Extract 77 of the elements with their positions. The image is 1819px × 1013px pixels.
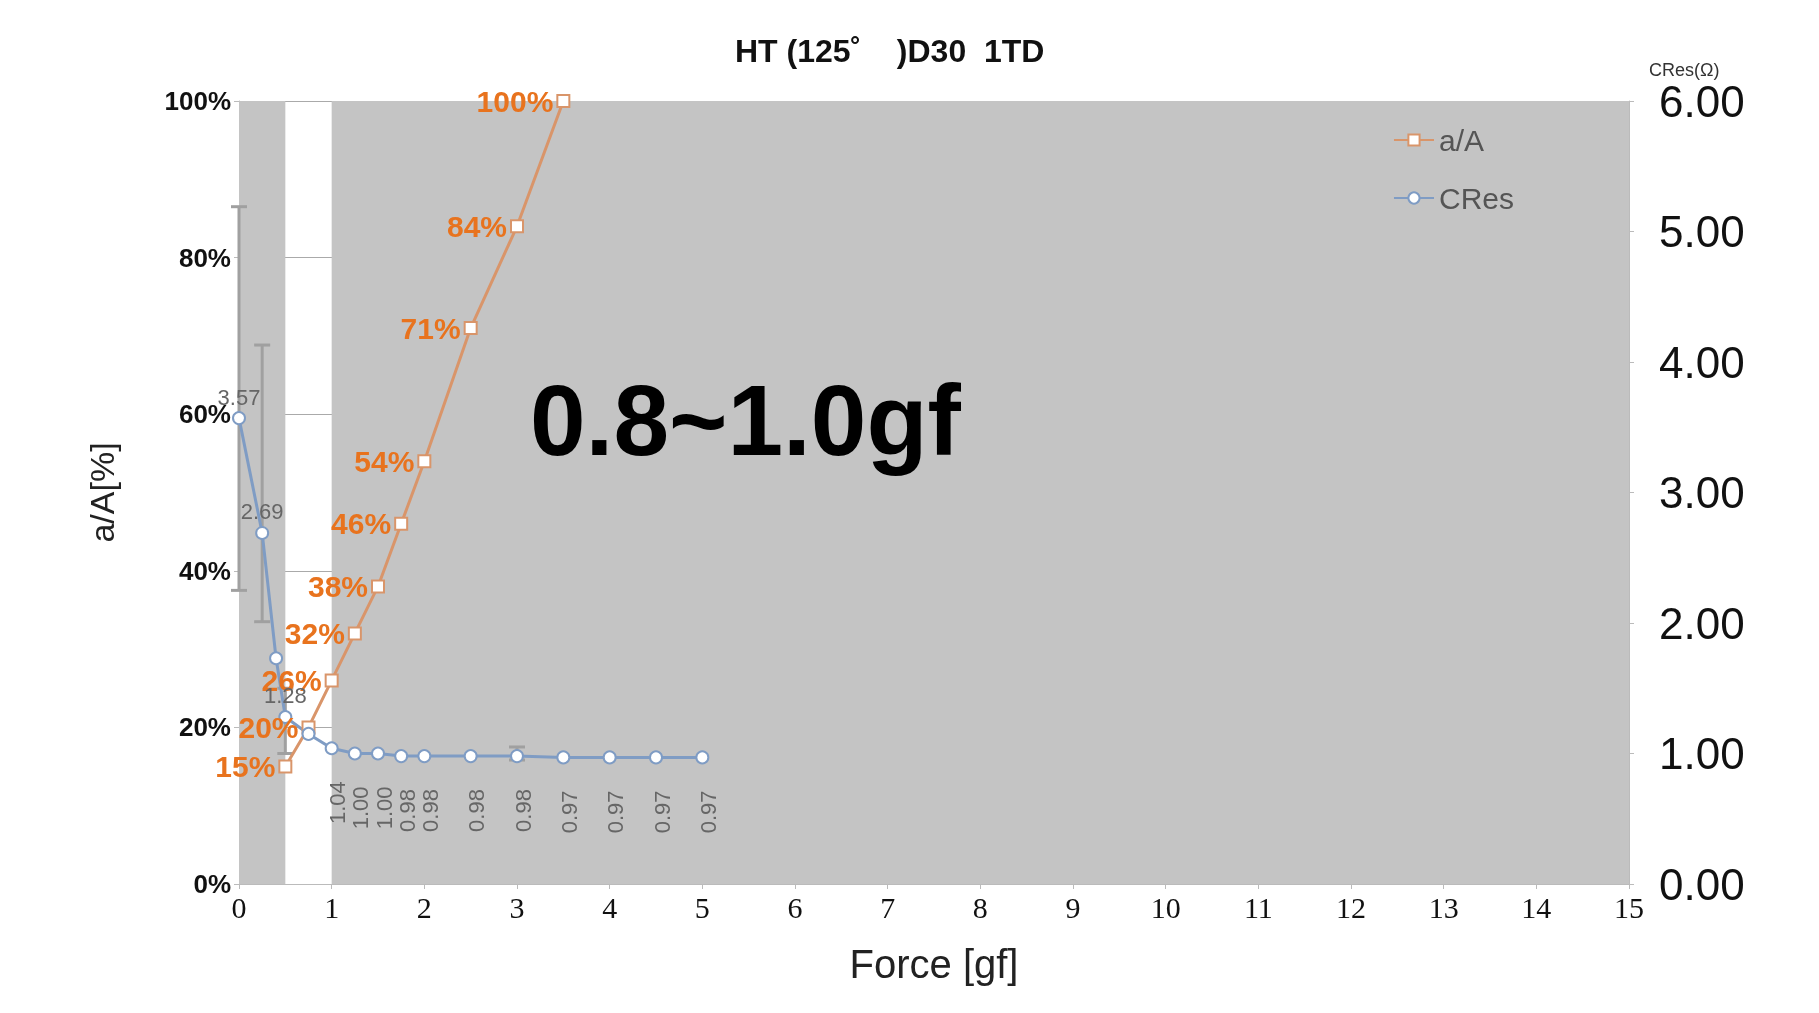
x-tick-label: 10 (1150, 890, 1181, 924)
data-label: 71% (400, 311, 461, 345)
y2-tick-label: 5.00 (1659, 207, 1745, 256)
x-tick-label: 12 (1336, 890, 1366, 924)
point (324, 741, 339, 756)
x-tick-label: 3 (509, 890, 525, 924)
data-label: 38% (307, 569, 368, 603)
x-tick-label: 7 (880, 890, 896, 924)
point (255, 525, 270, 540)
point (394, 516, 409, 531)
data-label: 20% (238, 710, 299, 744)
point (371, 579, 385, 594)
data-label: 84% (446, 209, 507, 243)
point (417, 749, 432, 764)
y-tick-label: 0% (193, 869, 231, 899)
data-label: 0.98 (464, 789, 490, 832)
x-tick-label: 2 (416, 890, 432, 924)
point (417, 454, 432, 469)
y-axis-title: a/A[%] (83, 442, 121, 543)
point (301, 726, 316, 741)
y2-tick-label: 1.00 (1659, 729, 1745, 778)
legend-label: CRes (1438, 181, 1514, 215)
x-tick-label: 13 (1428, 890, 1459, 924)
y2-tick-label: 3.00 (1659, 468, 1745, 517)
point (347, 626, 362, 641)
point (269, 651, 284, 666)
point (649, 750, 663, 765)
data-label: 15% (215, 750, 276, 784)
x-tick-label: 1 (324, 890, 340, 924)
point (278, 759, 293, 774)
y-tick-label: 100% (164, 86, 231, 116)
data-label: 0.98 (417, 789, 443, 832)
x-tick-label: 9 (1065, 890, 1081, 924)
point (556, 94, 571, 108)
chart-title: HT (125˚ )D30 1TD (735, 33, 1045, 69)
annotation: 0.8~1.0gf (530, 364, 962, 476)
y-tick-label: 20% (178, 712, 231, 743)
data-label: 1.00 (348, 786, 374, 830)
data-label: 100% (476, 84, 554, 118)
y2-tick-label: 4.00 (1659, 337, 1745, 387)
y2-tick-label: 0.00 (1659, 859, 1745, 909)
x-tick-label: 4 (602, 890, 618, 924)
point (394, 749, 409, 764)
legend-label: a/A (1438, 123, 1485, 157)
point (510, 219, 524, 234)
data-label: 54% (354, 444, 415, 478)
x-tick-label: 6 (787, 890, 803, 924)
data-label: 0.98 (394, 789, 420, 832)
point (232, 411, 246, 426)
y-tick-label: 40% (178, 555, 231, 586)
data-label: 1.00 (371, 786, 397, 830)
x-tick-label: 15 (1614, 890, 1644, 924)
point (695, 750, 710, 765)
x-tick-label: 8 (972, 890, 988, 924)
point (463, 749, 478, 764)
x-tick-label: 14 (1521, 890, 1552, 924)
data-label: 32% (284, 616, 345, 650)
y2-axis-title: CRes(Ω) (1649, 60, 1720, 81)
data-label: 46% (331, 507, 392, 541)
point (556, 750, 571, 765)
y-tick-label: 80% (178, 242, 231, 273)
x-axis-title: Force [gf] (849, 942, 1019, 986)
point (347, 746, 362, 761)
x-tick-label: 5 (694, 890, 710, 924)
point (463, 321, 478, 336)
point (324, 673, 339, 688)
x-tick-label: 11 (1243, 890, 1273, 924)
point (602, 750, 617, 765)
data-label: 0.97 (695, 790, 721, 834)
data-label: 0.98 (510, 789, 536, 832)
data-label: 1.04 (325, 781, 351, 825)
data-label: 0.97 (603, 790, 629, 834)
data-label: 0.97 (649, 790, 675, 834)
data-label: 0.97 (556, 790, 582, 834)
x-tick-label: 0 (231, 890, 247, 924)
y2-tick-label: 2.00 (1659, 598, 1745, 648)
point (371, 746, 385, 761)
